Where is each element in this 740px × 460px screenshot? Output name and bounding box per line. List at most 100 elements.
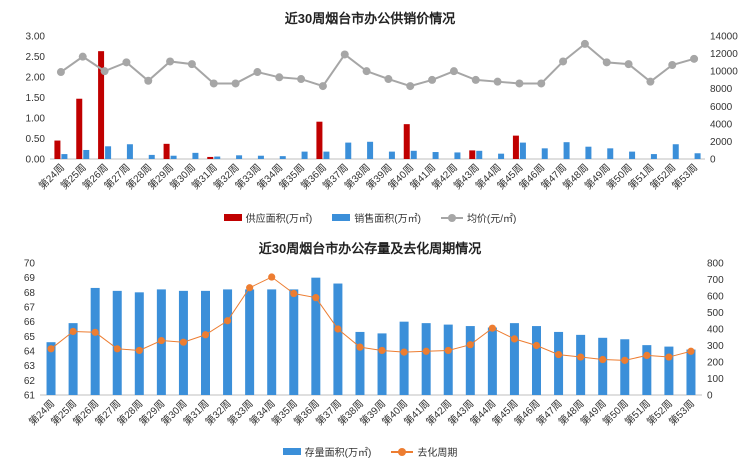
bar-a: [316, 121, 323, 159]
y-right-tick-label: 0: [710, 155, 716, 166]
bar-b: [454, 152, 461, 159]
y-right-tick-label: 10000: [710, 67, 738, 78]
y-right-tick-label: 14000: [710, 32, 738, 43]
line-point: [69, 327, 77, 336]
line-point: [362, 67, 371, 76]
bar-b: [541, 148, 548, 159]
chart1-plot: 0.00 0.50 1.00 1.50 2.00 2.50 3.00 0 2000 4000 600…: [26, 32, 739, 193]
y-right-tick-label: 200: [707, 358, 724, 369]
line-point: [471, 75, 480, 84]
bar-b: [126, 144, 133, 159]
bar-b: [410, 150, 417, 159]
bar-b: [105, 146, 112, 159]
y-left-tick-label: 3.00: [26, 32, 46, 43]
legend-sales-label: 销售面积(万㎡): [354, 214, 421, 225]
bar-a: [54, 140, 61, 159]
line-point: [621, 356, 629, 364]
y-right-tick-label: 6000: [710, 102, 733, 113]
bar-a: [487, 327, 497, 395]
legend-sales: 销售面积(万㎡): [332, 210, 421, 225]
y-left-tick-label: 1.50: [26, 93, 46, 104]
bar-a: [399, 321, 409, 395]
legend-cycle-swatch: [391, 447, 414, 456]
bar-a: [554, 331, 564, 395]
legend-cycle-label: 去化周期: [417, 448, 458, 459]
line-point: [466, 341, 474, 349]
y-right-tick-label: 2000: [710, 137, 733, 148]
bar-a: [469, 150, 476, 159]
y-right-tick-label: 4000: [710, 119, 733, 130]
line-point: [135, 346, 143, 355]
y-right-tick-label: 8000: [710, 84, 733, 95]
y-left-tick-label: 62: [24, 376, 36, 387]
supply-sales-price-chart: 近30周烟台市办公供销价情况 0.00 0.50 1.00 1.50 2.00 2.50 3…: [26, 11, 739, 225]
y-left-tick-label: 63: [24, 361, 36, 372]
bar-a: [443, 324, 453, 395]
line-point: [78, 52, 87, 61]
bar-b: [650, 154, 657, 159]
y-left-tick-label: 69: [24, 273, 36, 284]
line-point: [384, 75, 393, 84]
bar-a: [532, 326, 541, 395]
bar-a: [98, 51, 105, 159]
line-point: [599, 355, 607, 364]
legend-sales-swatch: [332, 214, 351, 221]
line-point: [166, 57, 175, 66]
series-line: [50, 276, 692, 361]
line-point: [406, 82, 415, 91]
bar-a: [512, 135, 519, 159]
legend-price: 均价(元/㎡): [440, 210, 516, 225]
line-point: [510, 335, 519, 343]
line-point: [449, 67, 458, 76]
bar-b: [672, 144, 679, 159]
bar-b: [476, 150, 483, 159]
line-point: [687, 347, 695, 355]
line-point: [580, 39, 589, 48]
bar-a: [377, 333, 387, 395]
legend-stock-label: 存量面积(万㎡): [304, 448, 372, 459]
line-point: [340, 50, 349, 59]
chart2-legend: 存量面积(万㎡) 去化周期: [0, 444, 740, 459]
x-tick-label: 第53周: [666, 397, 697, 428]
line-point: [515, 79, 524, 88]
chart2-plot: 6162636465666768697001002003004005006007…: [24, 259, 724, 429]
line-point: [559, 57, 568, 66]
line-point: [275, 73, 284, 82]
line-point: [113, 345, 121, 353]
y-left-tick-label: 2.00: [26, 73, 46, 84]
legend-stock: 存量面积(万㎡): [282, 444, 372, 459]
y-left-tick-label: 2.50: [26, 52, 46, 63]
bar-a: [90, 287, 100, 395]
line-point: [537, 79, 546, 88]
y-left-tick-label: 0.00: [26, 155, 46, 166]
y-left-tick-label: 70: [24, 259, 36, 270]
bar-b: [61, 154, 68, 159]
line-point: [378, 346, 386, 355]
y-right-tick-label: 700: [707, 275, 724, 286]
y-left-tick-label: 64: [24, 347, 36, 358]
bar-b: [323, 151, 330, 159]
line-point: [554, 350, 563, 359]
line-point: [690, 54, 699, 63]
bar-a: [465, 326, 475, 395]
bar-b: [694, 153, 701, 159]
bar-b: [388, 151, 395, 159]
line-point: [297, 75, 306, 84]
bar-a: [355, 331, 365, 395]
bar-a: [642, 345, 652, 395]
line-point: [318, 82, 327, 91]
chart1-title: 近30周烟台市办公供销价情况: [284, 11, 456, 26]
line-point: [488, 324, 496, 332]
line-point: [444, 346, 452, 355]
bar-b: [83, 149, 90, 159]
line-point: [400, 348, 408, 356]
bar-a: [76, 98, 83, 159]
line-point: [157, 336, 165, 345]
line-point: [187, 60, 196, 69]
legend-price-swatch: [440, 213, 463, 222]
legend-stock-swatch: [282, 448, 301, 455]
line-point: [47, 345, 55, 353]
bar-a: [46, 342, 56, 395]
line-point: [100, 67, 109, 76]
legend-supply-label: 供应面积(万㎡): [245, 214, 313, 225]
